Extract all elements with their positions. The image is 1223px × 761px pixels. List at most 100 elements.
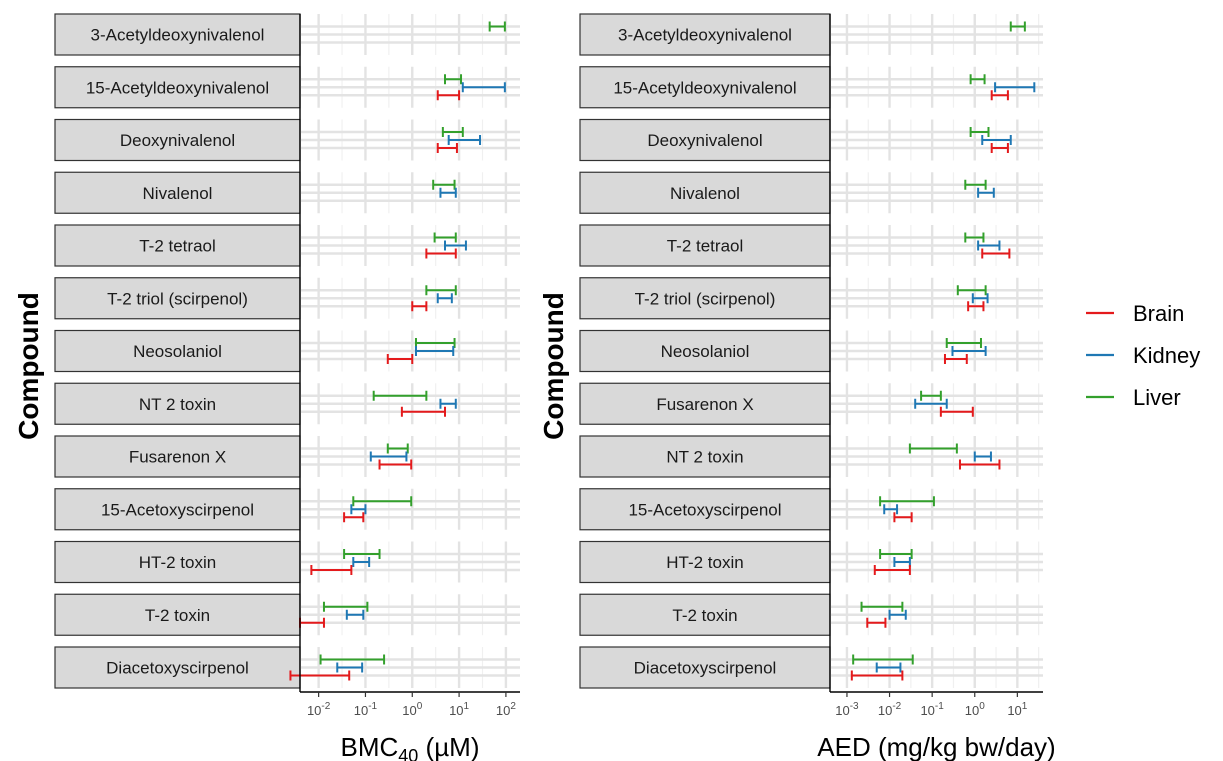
errorbar-kidney (981, 135, 1012, 145)
y-axis-title: Compound (538, 292, 569, 440)
strip-label-box (579, 488, 831, 531)
errorbar-kidney (436, 293, 453, 304)
errorbar-liver (343, 549, 381, 559)
strip-label: NT 2 toxin (139, 395, 216, 414)
strip-label-box (54, 224, 301, 267)
panel-grid (300, 488, 520, 530)
errorbar-kidney (447, 135, 482, 145)
strip-label: T-2 triol (scirpenol) (635, 289, 776, 308)
x-axis-title: BMC40 (µM) (341, 732, 480, 761)
errorbar-kidney (973, 451, 992, 462)
strip-label-box (54, 593, 301, 636)
errorbar-brain (425, 248, 457, 259)
strip-label: Deoxynivalenol (647, 131, 762, 150)
errorbar-liver (969, 127, 990, 137)
panel-grid (300, 277, 520, 319)
panel-grid (300, 119, 520, 161)
errorbar-liver (441, 127, 464, 137)
strip-label: Diacetoxyscirpenol (634, 659, 777, 678)
strip-label-box (54, 435, 301, 478)
bmc-chart: 3-Acetyldeoxynivalenol 15-Acetyldeoxyniva… (13, 13, 520, 761)
panel-grid (830, 488, 1043, 530)
strip-label-box (579, 66, 831, 109)
panel-grid (300, 383, 520, 425)
errorbar-brain (866, 617, 887, 628)
errorbar-liver (386, 443, 409, 454)
y-axis-title: Compound (13, 292, 44, 440)
errorbar-kidney (951, 346, 987, 356)
errorbar-liver (852, 654, 914, 665)
strip-label: 15-Acetyldeoxynivalenol (86, 78, 269, 97)
strip-label: Neosolaniol (661, 342, 750, 361)
errorbar-kidney (977, 240, 1001, 251)
x-axis-title: AED (mg/kg bw/day) (817, 732, 1055, 761)
errorbar-brain (411, 301, 428, 312)
errorbar-liver (964, 179, 987, 190)
strip-label: HT-2 toxin (666, 553, 743, 572)
errorbar-kidney (350, 504, 367, 515)
errorbar-brain (990, 143, 1009, 153)
strip-label: Fusarenon X (656, 395, 753, 414)
panel-grid (830, 647, 1043, 688)
panel-grid (830, 541, 1043, 583)
x-tick-label: 10-1 (920, 701, 944, 718)
errorbar-brain (990, 90, 1009, 101)
errorbar-liver (352, 496, 413, 507)
strip-label: T-2 toxin (672, 606, 737, 625)
strip-label-box (54, 646, 301, 689)
errorbar-liver (879, 549, 913, 559)
strip-label: NT 2 toxin (666, 448, 743, 467)
errorbar-kidney (914, 398, 948, 409)
errorbar-kidney (875, 662, 902, 673)
strip-label: Nivalenol (143, 184, 213, 203)
x-tick-label: 10-3 (835, 701, 859, 718)
errorbar-liver (432, 179, 456, 190)
strip-label: Fusarenon X (129, 448, 226, 467)
errorbar-liver (920, 390, 942, 401)
panel-grid (830, 172, 1043, 214)
strip-label-box (579, 329, 831, 373)
x-tick-label: 10-1 (354, 701, 378, 718)
errorbar-liver (443, 74, 463, 85)
x-tick-label: 10-2 (878, 701, 902, 718)
strip-label: T-2 tetraol (139, 237, 216, 256)
errorbar-kidney (439, 398, 457, 409)
errorbar-kidney (443, 240, 467, 251)
strip-label: T-2 tetraol (667, 237, 744, 256)
errorbar-kidney (461, 82, 506, 93)
strip-label-box (579, 646, 831, 689)
strip-label: Diacetoxyscirpenol (106, 659, 249, 678)
x-tick-label: 101 (449, 701, 469, 718)
errorbar-liver (956, 285, 987, 296)
strip-label: T-2 triol (scirpenol) (107, 289, 248, 308)
errorbar-kidney (414, 346, 455, 356)
strip-label-box (579, 118, 831, 162)
strip-label-box (54, 171, 301, 214)
errorbar-liver (319, 654, 386, 665)
errorbar-liver (860, 601, 904, 612)
strip-label-box (54, 13, 301, 56)
strip-label: Nivalenol (670, 184, 740, 203)
errorbar-liver (969, 74, 986, 85)
aed-chart: 3-Acetyldeoxynivalenol 15-Acetyldeoxyniva… (538, 13, 1056, 761)
errorbar-kidney (977, 187, 995, 198)
legend-label-liver: Liver (1133, 385, 1181, 410)
strip-label: T-2 toxin (145, 606, 210, 625)
errorbar-kidney (971, 293, 989, 304)
errorbar-liver (488, 21, 506, 32)
strip-label: HT-2 toxin (139, 553, 216, 572)
strip-label-box (579, 224, 831, 267)
errorbar-brain (436, 90, 461, 101)
strip-label-box (54, 382, 301, 425)
x-tick-label: 100 (965, 701, 985, 718)
strip-label-box (579, 435, 831, 478)
errorbar-brain (343, 512, 365, 523)
errorbar-brain (310, 565, 353, 575)
errorbar-brain (873, 565, 911, 575)
x-tick-label: 10-2 (307, 701, 331, 718)
errorbar-liver (433, 232, 457, 243)
strip-label-box (579, 13, 831, 56)
panel-grid (830, 225, 1043, 266)
errorbar-liver (425, 285, 457, 296)
